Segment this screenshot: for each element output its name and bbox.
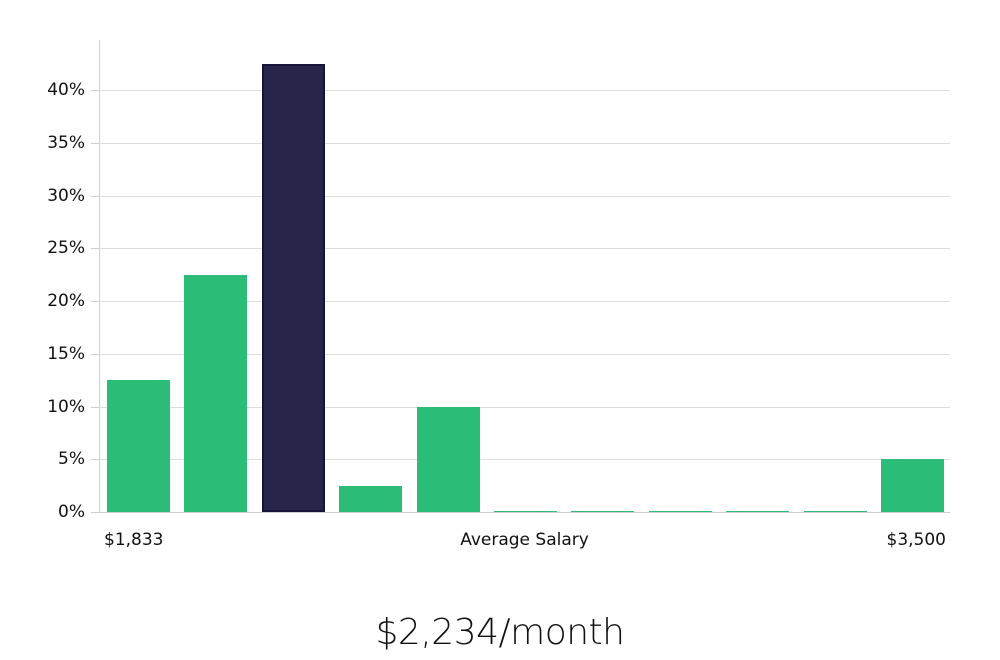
y-tick-label: 10% — [47, 397, 85, 417]
gridline — [99, 459, 950, 460]
x-axis-line — [99, 512, 950, 513]
bar — [571, 510, 634, 512]
y-axis-line — [99, 40, 100, 513]
bar-highlighted — [262, 63, 325, 512]
y-tick — [91, 301, 99, 302]
average-salary-value: $2,234/month — [375, 612, 625, 653]
x-axis-title: Average Salary — [460, 530, 589, 550]
y-tick — [91, 90, 99, 91]
y-tick-label: 40% — [47, 80, 85, 100]
y-tick-label: 0% — [58, 502, 85, 522]
y-tick — [91, 196, 99, 197]
gridline — [99, 354, 950, 355]
y-tick — [91, 143, 99, 144]
y-tick-label: 35% — [47, 133, 85, 153]
gridline — [99, 90, 950, 91]
bar — [339, 485, 402, 512]
bar — [881, 459, 944, 512]
bar — [417, 406, 480, 512]
y-tick — [91, 248, 99, 249]
y-tick — [91, 407, 99, 408]
bar — [184, 274, 247, 512]
y-tick-label: 30% — [47, 186, 85, 206]
bar — [494, 510, 557, 512]
y-tick — [91, 354, 99, 355]
gridline — [99, 143, 950, 144]
gridline — [99, 301, 950, 302]
y-tick — [91, 459, 99, 460]
bar — [726, 510, 789, 512]
y-tick — [91, 512, 99, 513]
gridline — [99, 248, 950, 249]
x-max-label: $3,500 — [886, 530, 946, 550]
gridline — [99, 196, 950, 197]
y-tick-label: 25% — [47, 238, 85, 258]
gridline — [99, 407, 950, 408]
bar — [649, 510, 712, 512]
x-min-label: $1,833 — [104, 530, 164, 550]
y-tick-label: 15% — [47, 344, 85, 364]
bar — [107, 380, 170, 512]
y-tick-label: 20% — [47, 291, 85, 311]
y-tick-label: 5% — [58, 449, 85, 469]
bar — [804, 510, 867, 512]
